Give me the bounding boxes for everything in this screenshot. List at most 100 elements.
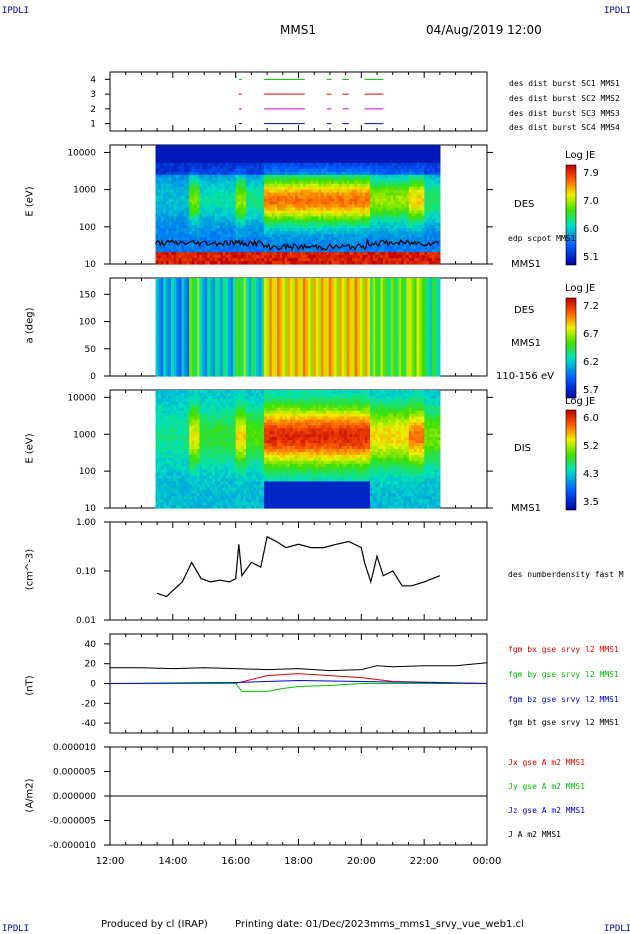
spectrogram-cell xyxy=(287,165,291,170)
spectrogram-cell xyxy=(408,192,413,197)
spectrogram-cell xyxy=(419,261,423,265)
spectrogram-cell xyxy=(282,255,286,259)
spectrogram-cell xyxy=(429,168,433,173)
spectrogram-cell xyxy=(287,150,291,155)
spectrogram-cell xyxy=(209,225,214,229)
spectrogram-cell xyxy=(233,153,237,158)
spectrogram-cell xyxy=(328,171,332,176)
spectrogram-cell xyxy=(258,145,263,149)
spectrogram-cell xyxy=(256,219,260,223)
spectrogram-cell xyxy=(271,153,276,158)
spectrogram-cell xyxy=(364,246,369,250)
spectrogram-cell xyxy=(258,201,263,206)
spectrogram-cell xyxy=(318,159,322,164)
spectrogram-cell xyxy=(222,180,226,185)
spectrogram-cell xyxy=(176,210,180,215)
spectrogram-cell xyxy=(269,153,273,158)
spectrogram-cell xyxy=(155,307,159,311)
spectrogram-cell xyxy=(416,258,420,262)
spectrogram-cell xyxy=(393,234,397,238)
spectrogram-cell xyxy=(408,255,413,259)
spectrogram-cell xyxy=(271,249,276,253)
spectrogram-cell xyxy=(163,339,167,343)
spectrogram-cell xyxy=(277,147,281,152)
spectrogram-cell xyxy=(408,180,413,185)
spectrogram-cell xyxy=(196,231,201,235)
spectrogram-cell xyxy=(227,216,232,220)
spectrogram-cell xyxy=(240,261,245,265)
spectrogram-cell xyxy=(323,210,327,215)
spectrogram-cell xyxy=(269,234,273,238)
spectrogram-cell xyxy=(207,201,211,206)
spectrogram-cell xyxy=(248,201,252,206)
spectrogram-cell xyxy=(426,225,431,229)
spectrogram-cell xyxy=(189,183,193,188)
spectrogram-cell xyxy=(235,159,239,164)
spectrogram-cell xyxy=(225,201,229,206)
spectrogram-cell xyxy=(398,204,402,209)
spectrogram-cell xyxy=(336,201,340,206)
spectrogram-cell xyxy=(253,204,257,209)
spectrogram-cell xyxy=(209,255,214,259)
spectrogram-cell xyxy=(372,168,376,173)
spectrogram-cell xyxy=(362,162,366,167)
spectrogram-cell xyxy=(173,168,177,173)
spectrogram-cell xyxy=(331,234,335,238)
spectrogram-cell xyxy=(424,189,428,194)
spectrogram-cell xyxy=(383,171,387,176)
spectrogram-cell xyxy=(165,210,170,215)
spectrogram-cell xyxy=(339,237,343,241)
spectrogram-cell xyxy=(253,180,257,185)
spectrogram-cell xyxy=(401,153,405,158)
spectrogram-cell xyxy=(357,210,361,215)
spectrogram-cell xyxy=(297,213,301,217)
spectrogram-cell xyxy=(295,207,299,212)
spectrogram-cell xyxy=(243,145,247,149)
spectrogram-cell xyxy=(403,189,407,194)
spectrogram-cell xyxy=(207,189,211,194)
spectrogram-cell xyxy=(233,261,237,265)
spectrogram-cell xyxy=(401,252,405,256)
spectrogram-cell xyxy=(158,285,162,289)
spectrogram-cell xyxy=(235,228,239,232)
spectrogram-cell xyxy=(383,207,387,212)
spectrogram-cell xyxy=(207,195,211,200)
spectrogram-cell xyxy=(266,240,270,244)
spectrogram-cell xyxy=(333,261,338,265)
spectrogram-cell xyxy=(274,177,278,182)
spectrogram-cell xyxy=(227,252,232,256)
spectrogram-cell xyxy=(194,201,198,206)
spectrogram-cell xyxy=(326,261,330,265)
spectrogram-cell xyxy=(160,180,164,185)
spectrogram-cell xyxy=(302,153,307,158)
spectrogram-cell xyxy=(155,351,159,355)
spectrogram-cell xyxy=(215,252,219,256)
spectrogram-cell xyxy=(305,219,309,223)
spectrogram-cell xyxy=(282,147,286,152)
spectrogram-cell xyxy=(279,210,283,215)
spectrogram-cell xyxy=(367,159,371,164)
spectrogram-cell xyxy=(235,150,239,155)
spectrogram-cell xyxy=(199,252,203,256)
spectrogram-cell xyxy=(344,165,348,170)
spectrogram-cell xyxy=(251,147,255,152)
spectrogram-cell xyxy=(383,255,387,259)
spectrogram-cell xyxy=(362,150,366,155)
spectrogram-cell xyxy=(302,174,307,179)
spectrogram-cell xyxy=(215,159,219,164)
spectrogram-cell xyxy=(238,183,242,188)
spectrogram-cell xyxy=(204,228,208,232)
spectrogram-cell xyxy=(401,162,405,167)
spectrogram-cell xyxy=(289,222,294,226)
spectrogram-cell xyxy=(194,165,198,170)
spectrogram-cell xyxy=(269,177,273,182)
spectrogram-cell xyxy=(401,237,405,241)
spectrogram-cell xyxy=(437,258,441,262)
spectrogram-cell xyxy=(424,210,428,215)
spectrogram-cell xyxy=(163,216,167,220)
spectrogram-cell xyxy=(416,174,420,179)
spectrogram-cell xyxy=(256,198,260,203)
spectrogram-cell xyxy=(328,147,332,152)
spectrogram-cell xyxy=(196,222,201,226)
spectrogram-cell xyxy=(287,162,291,167)
